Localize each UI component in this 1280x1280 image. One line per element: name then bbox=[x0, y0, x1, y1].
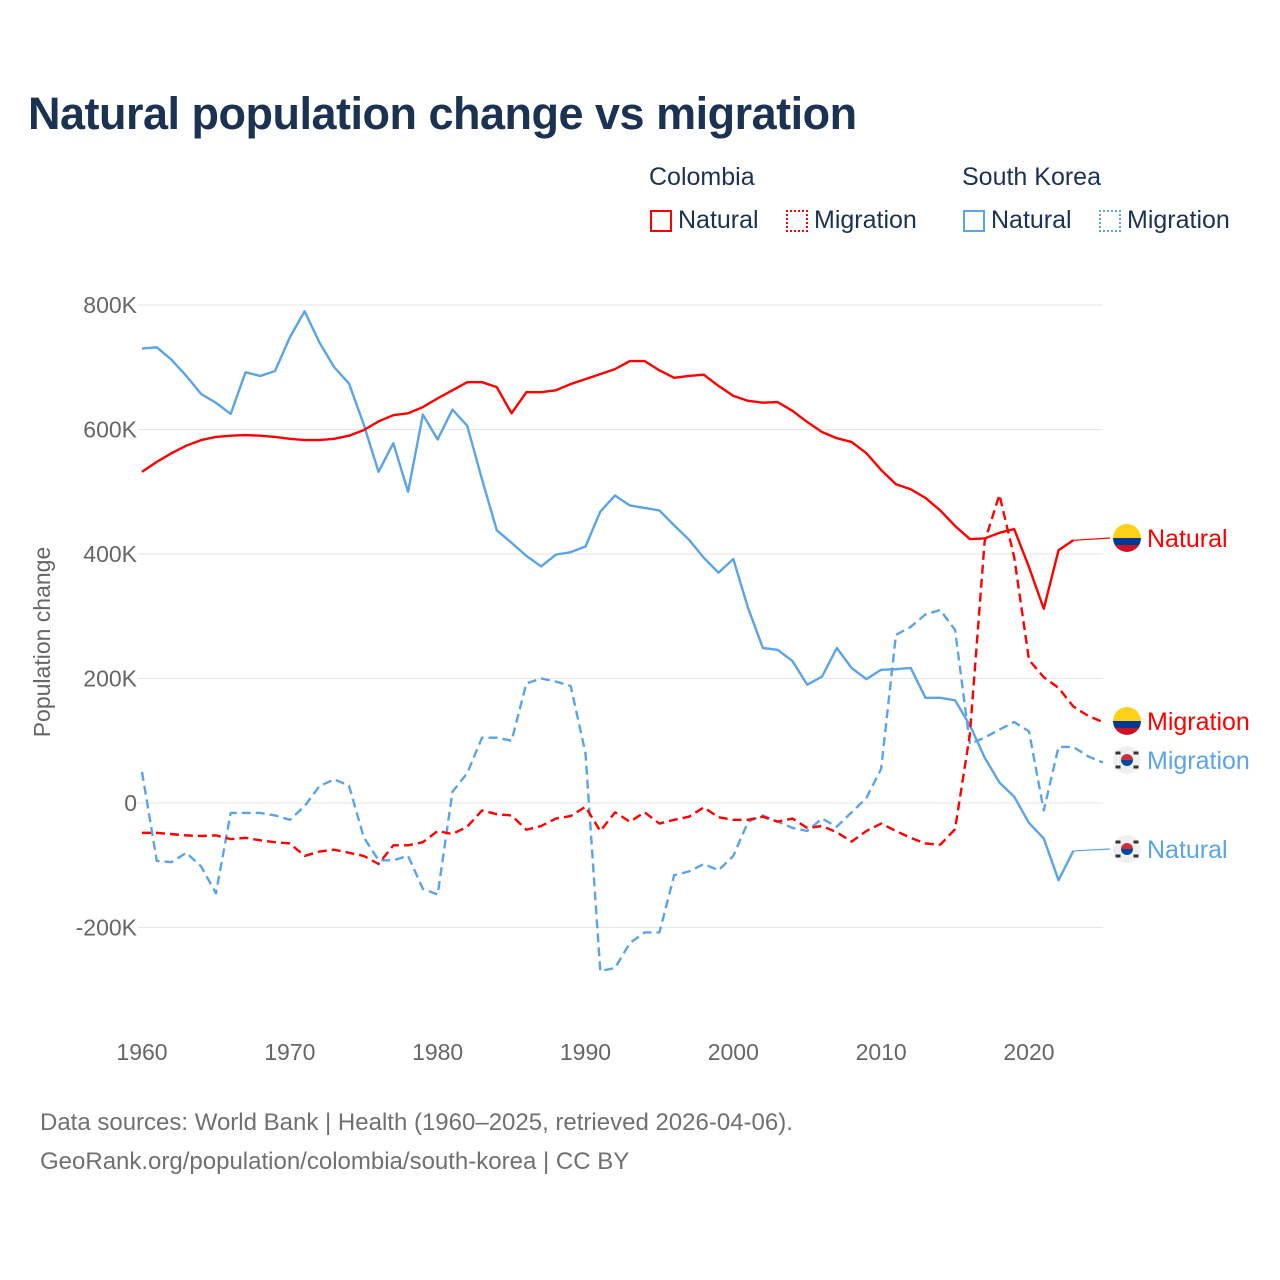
flag-yellow bbox=[1113, 707, 1141, 721]
legend-label: Migration bbox=[1127, 206, 1230, 234]
trigram bbox=[1115, 854, 1121, 858]
flag-red bbox=[1121, 754, 1133, 760]
flag-blue bbox=[1113, 538, 1141, 545]
trigram bbox=[1133, 854, 1139, 858]
flag-red bbox=[1113, 728, 1141, 735]
colombia-flag-icon bbox=[1113, 524, 1141, 552]
end-label: Migration bbox=[1147, 747, 1250, 775]
trigram bbox=[1133, 840, 1139, 844]
x-tick-label: 1970 bbox=[264, 1039, 315, 1065]
colombia-flag-icon bbox=[1113, 707, 1141, 735]
attribution[interactable]: GeoRank.org/population/colombia/south-ko… bbox=[40, 1148, 630, 1175]
solid-swatch-icon bbox=[650, 209, 672, 232]
series-colombia-natural bbox=[141, 359, 1074, 610]
x-tick-label: 2000 bbox=[708, 1039, 759, 1065]
source-note: Data sources: World Bank | Health (1960–… bbox=[40, 1109, 793, 1136]
trigram bbox=[1115, 765, 1121, 769]
y-tick-label: 200K bbox=[83, 666, 137, 692]
x-tick-label: 1990 bbox=[560, 1039, 611, 1065]
series-line bbox=[141, 359, 1074, 610]
series-line bbox=[142, 493, 1104, 866]
x-tick-label: 1980 bbox=[412, 1039, 463, 1065]
flag-blue bbox=[1113, 721, 1141, 728]
dotted-swatch-icon bbox=[1099, 209, 1121, 232]
end-label: Natural bbox=[1147, 836, 1228, 864]
legend-group-south-korea: South Korea bbox=[962, 163, 1101, 191]
label-connector bbox=[1073, 537, 1111, 541]
end-label: Migration bbox=[1147, 708, 1250, 736]
trigram bbox=[1133, 751, 1139, 755]
chart-title: Natural population change vs migration bbox=[28, 88, 857, 139]
trigram bbox=[1115, 840, 1121, 844]
series-colombia-migration bbox=[141, 493, 1104, 866]
flag-red bbox=[1121, 843, 1133, 849]
south-korea-flag-icon bbox=[1113, 835, 1141, 863]
x-tick-label: 1960 bbox=[116, 1039, 167, 1065]
series-line bbox=[141, 310, 1075, 882]
end-label: Natural bbox=[1147, 525, 1228, 553]
trigram bbox=[1115, 751, 1121, 755]
y-tick-label: 400K bbox=[83, 541, 137, 567]
flag-yellow bbox=[1113, 524, 1141, 538]
x-tick-label: 2010 bbox=[856, 1039, 907, 1065]
series-south-korea-migration bbox=[140, 608, 1104, 973]
flag-blue bbox=[1121, 849, 1133, 855]
legend-colombia-natural[interactable]: Natural bbox=[650, 206, 759, 235]
y-tick-label: 600K bbox=[83, 417, 137, 443]
trigram bbox=[1133, 765, 1139, 769]
legend-label: Migration bbox=[814, 206, 917, 234]
dotted-swatch-icon bbox=[786, 209, 808, 232]
legend-colombia-migration[interactable]: Migration bbox=[786, 206, 917, 235]
flag-blue bbox=[1121, 760, 1133, 766]
solid-swatch-icon bbox=[963, 209, 985, 232]
label-connector bbox=[1073, 848, 1111, 852]
legend-group-colombia: Colombia bbox=[649, 163, 755, 191]
series-line bbox=[140, 608, 1104, 973]
y-axis-label: Population change bbox=[29, 547, 55, 738]
flag-red bbox=[1113, 545, 1141, 552]
y-tick-label: -200K bbox=[76, 915, 138, 941]
y-tick-label: 800K bbox=[83, 292, 137, 318]
south-korea-flag-icon bbox=[1113, 746, 1141, 774]
legend-label: Natural bbox=[678, 206, 759, 234]
legend-south-korea-migration[interactable]: Migration bbox=[1099, 206, 1230, 235]
x-tick-label: 2020 bbox=[1003, 1039, 1054, 1065]
series-south-korea-natural bbox=[141, 310, 1075, 882]
legend-label: Natural bbox=[991, 206, 1072, 234]
legend-south-korea-natural[interactable]: Natural bbox=[963, 206, 1072, 235]
y-tick-label: 0 bbox=[124, 790, 137, 816]
